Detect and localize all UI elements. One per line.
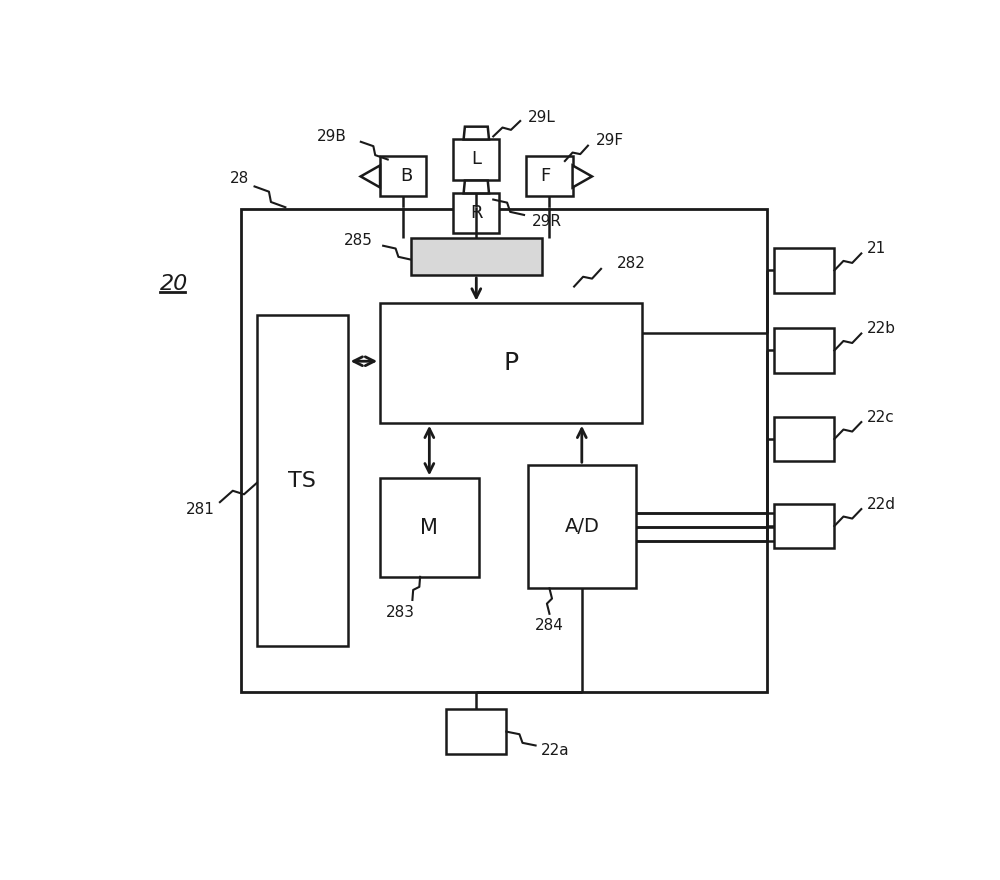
Text: R: R xyxy=(470,204,483,223)
Text: F: F xyxy=(541,167,551,186)
Bar xyxy=(528,466,636,589)
Text: 20: 20 xyxy=(160,275,188,294)
Text: 282: 282 xyxy=(616,256,645,271)
Text: 284: 284 xyxy=(535,618,564,633)
Bar xyxy=(774,416,834,461)
Text: 22b: 22b xyxy=(867,321,896,336)
Polygon shape xyxy=(464,180,489,194)
Text: 281: 281 xyxy=(186,502,215,517)
Bar xyxy=(380,304,642,422)
Text: 29B: 29B xyxy=(317,128,347,144)
Text: M: M xyxy=(420,517,438,538)
Bar xyxy=(774,503,834,548)
Bar xyxy=(774,328,834,373)
Text: P: P xyxy=(503,351,519,375)
Bar xyxy=(257,315,348,646)
Bar xyxy=(774,248,834,293)
Bar xyxy=(411,238,542,275)
Text: 22c: 22c xyxy=(867,410,894,425)
Bar xyxy=(453,140,499,180)
Text: 29F: 29F xyxy=(596,133,624,148)
Text: 29R: 29R xyxy=(532,214,562,229)
Bar xyxy=(380,479,479,577)
Bar xyxy=(526,157,573,196)
Text: A/D: A/D xyxy=(564,517,599,536)
Bar xyxy=(380,157,426,196)
Text: 21: 21 xyxy=(867,241,886,256)
Text: TS: TS xyxy=(288,471,316,490)
Polygon shape xyxy=(464,127,489,139)
Text: 28: 28 xyxy=(230,172,249,187)
Polygon shape xyxy=(361,165,380,187)
Text: 22d: 22d xyxy=(867,497,896,512)
Polygon shape xyxy=(573,165,592,187)
Text: B: B xyxy=(401,167,413,186)
Text: 285: 285 xyxy=(343,233,372,248)
Text: 22a: 22a xyxy=(541,743,570,758)
Text: L: L xyxy=(471,150,481,168)
Text: 283: 283 xyxy=(386,605,415,620)
Text: 29L: 29L xyxy=(528,110,556,125)
Bar xyxy=(453,194,499,233)
Bar xyxy=(446,709,506,754)
Bar xyxy=(241,209,767,693)
